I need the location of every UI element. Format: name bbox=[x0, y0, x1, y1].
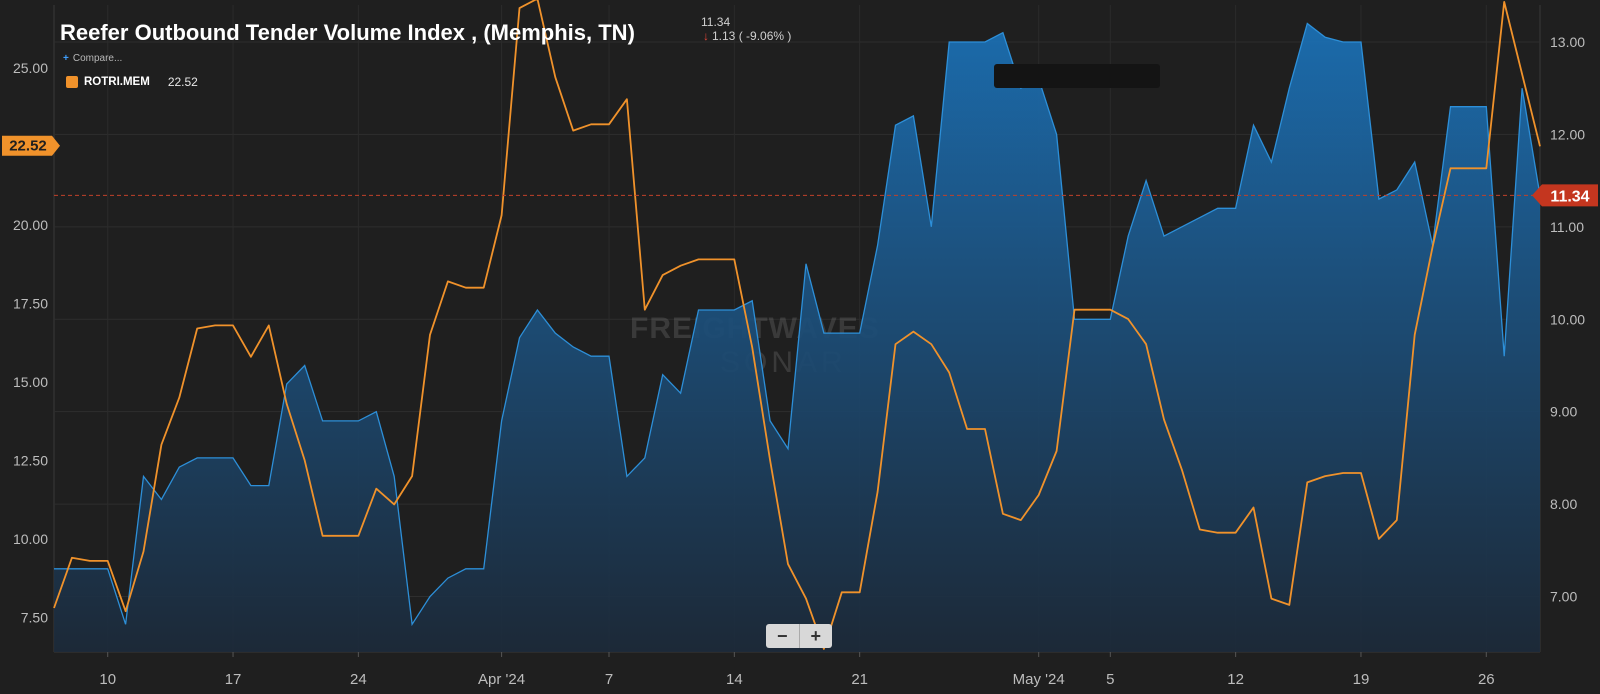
right-tick-label: 7.00 bbox=[1550, 589, 1577, 605]
x-tick-label: 17 bbox=[225, 671, 242, 688]
right-tick-label: 11.00 bbox=[1550, 219, 1584, 235]
right-tick-label: 12.00 bbox=[1550, 126, 1585, 142]
zoom-out-button[interactable]: − bbox=[766, 624, 800, 648]
right-tick-label: 9.00 bbox=[1550, 404, 1577, 420]
x-tick-label: Apr '24 bbox=[478, 671, 525, 688]
left-value-badge bbox=[2, 135, 60, 156]
left-tick-label: 25.00 bbox=[13, 60, 48, 76]
left-tick-label: 20.00 bbox=[13, 217, 48, 233]
legend-item[interactable]: ROTRI.MEM 22.52 bbox=[66, 75, 198, 89]
left-axis: 7.50 10.00 12.50 15.00 17.50 20.00 25.00 bbox=[13, 60, 48, 626]
x-tick-label: 24 bbox=[350, 671, 367, 688]
chart-title: Reefer Outbound Tender Volume Index , (M… bbox=[60, 20, 635, 45]
x-tick-label: 19 bbox=[1353, 671, 1370, 688]
price-change: ↓ 1.13 ( -9.06% ) bbox=[703, 29, 791, 43]
line-series bbox=[53, 0, 1541, 650]
x-tick-label: 14 bbox=[726, 671, 743, 688]
left-tick-label: 12.50 bbox=[13, 452, 48, 468]
right-value-badge bbox=[1532, 184, 1598, 207]
area-line bbox=[54, 22, 1541, 627]
left-tick-label: 17.50 bbox=[13, 295, 48, 311]
left-tick-label: 10.00 bbox=[13, 531, 48, 547]
area-fill bbox=[54, 23, 1540, 652]
down-arrow-icon: ↓ bbox=[703, 29, 709, 43]
plus-icon: + bbox=[63, 53, 69, 64]
left-value-badge-text: 22.52 bbox=[9, 138, 47, 155]
right-tick-label: 8.00 bbox=[1550, 496, 1577, 512]
left-tick-label: 15.00 bbox=[13, 374, 48, 390]
x-tick-label: 21 bbox=[851, 671, 868, 688]
value-badges: 22.52 11.34 bbox=[2, 135, 1598, 207]
x-tick-label: 10 bbox=[99, 671, 116, 688]
x-axis: 10 17 24 Apr '24 7 14 21 May '24 5 12 19 26 bbox=[99, 652, 1495, 688]
change-text: 1.13 ( -9.06% ) bbox=[712, 29, 792, 43]
last-value: 11.34 bbox=[701, 15, 731, 29]
left-tick-label: 7.50 bbox=[21, 609, 48, 625]
rotri-line bbox=[53, 0, 1541, 650]
x-tick-label: 5 bbox=[1106, 671, 1114, 688]
right-tick-label: 13.00 bbox=[1550, 34, 1585, 50]
x-tick-label: 7 bbox=[605, 671, 613, 688]
compare-button[interactable]: + Compare... bbox=[63, 53, 122, 64]
zoom-in-button[interactable]: + bbox=[810, 626, 821, 646]
zoom-controls: − + bbox=[766, 624, 832, 648]
legend-series-value: 22.52 bbox=[167, 75, 198, 89]
hover-tooltip bbox=[994, 64, 1160, 88]
compare-label: Compare... bbox=[72, 53, 123, 64]
right-axis: 7.00 8.00 9.00 10.00 11.00 12.00 13.00 bbox=[1550, 34, 1585, 605]
area-series bbox=[54, 22, 1541, 652]
right-tick-label: 10.00 bbox=[1550, 311, 1585, 327]
x-tick-label: May '24 bbox=[1013, 671, 1065, 688]
x-tick-label: 26 bbox=[1478, 671, 1495, 688]
legend-swatch bbox=[66, 76, 78, 88]
right-value-badge-text: 11.34 bbox=[1550, 188, 1589, 205]
x-tick-label: 12 bbox=[1227, 671, 1244, 688]
legend-series-name: ROTRI.MEM bbox=[84, 76, 150, 88]
